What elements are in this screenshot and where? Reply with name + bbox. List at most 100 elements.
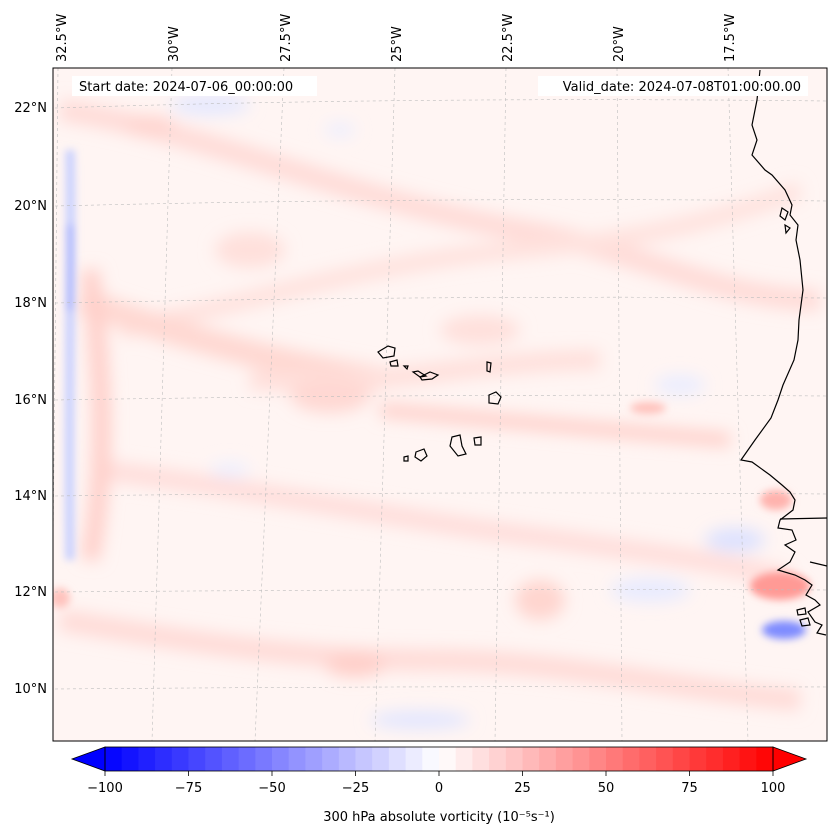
latitude-labels: 22°N 20°N 18°N 16°N 14°N 12°N 10°N: [14, 101, 47, 697]
colorbar-band: [589, 747, 607, 771]
cb-tick-label: −75: [175, 781, 202, 796]
island-santa-luzia: [402, 365, 409, 371]
colorbar-band: [722, 747, 741, 771]
colorbar-band: [388, 747, 407, 771]
lon-label-22-5w: 22.5°W: [501, 14, 516, 62]
colorbar-band: [689, 747, 707, 771]
lat-label-16n: 16°N: [14, 393, 47, 408]
colorbar-label: 300 hPa absolute vorticity (10⁻⁵s⁻¹): [323, 810, 555, 825]
lat-label-12n: 12°N: [14, 585, 47, 600]
lon-label-25w: 25°W: [390, 26, 405, 62]
valid-date-text: Valid_date: 2024-07-08T01:00:00.00: [563, 80, 801, 95]
longitude-labels: 32.5°W 30°W 27.5°W 25°W 22.5°W 20°W 17.5…: [55, 14, 738, 62]
island-sao-vicente: [389, 359, 399, 367]
colorbar: −100 −75 −50 −25 0 25 50 75 100 300 hPa …: [70, 746, 808, 825]
map-frame: [52, 67, 828, 742]
colorbar-band: [455, 747, 473, 771]
colorbar-band: [138, 747, 156, 771]
cb-tick-label: 100: [761, 781, 786, 796]
coast-island-3: [796, 607, 807, 616]
colorbar-ticks: [104, 771, 774, 776]
cb-tick-label: 0: [435, 781, 443, 796]
cb-tick-label: 25: [514, 781, 531, 796]
colorbar-band: [539, 747, 557, 771]
colorbar-band: [188, 747, 206, 771]
colorbar-band: [105, 747, 123, 771]
colorbar-band: [472, 747, 490, 771]
gridlines: [53, 68, 827, 741]
colorbar-band: [255, 747, 273, 771]
island-fogo: [414, 448, 428, 462]
colorbar-band: [171, 747, 189, 771]
start-date-box: [72, 76, 317, 96]
cb-tick-label: −50: [258, 781, 285, 796]
colorbar-band: [672, 747, 690, 771]
colorbar-band: [489, 747, 507, 771]
island-brava: [403, 455, 409, 462]
colorbar-band: [238, 747, 256, 771]
colorbar-tick-labels: −100 −75 −50 −25 0 25 50 75 100: [87, 781, 785, 796]
colorbar-band: [221, 747, 240, 771]
colorbar-band: [622, 747, 640, 771]
coastlines: [739, 69, 827, 636]
lon-label-30w: 30°W: [167, 26, 182, 62]
colorbar-band: [305, 747, 323, 771]
island-sao-nicolau: [411, 370, 428, 378]
colorbar-bands: [105, 747, 774, 771]
cb-tick-label: −25: [342, 781, 369, 796]
colorbar-extend-low: [70, 746, 106, 772]
lon-label-27-5w: 27.5°W: [279, 14, 294, 62]
island-sao-nicolau-2: [419, 371, 440, 381]
colorbar-band: [639, 747, 657, 771]
colorbar-band: [372, 747, 390, 771]
colorbar-band: [572, 747, 590, 771]
colorbar-extend-high: [772, 746, 808, 772]
colorbar-band: [522, 747, 540, 771]
colorbar-band: [656, 747, 674, 771]
lon-label-20w: 20°W: [612, 26, 627, 62]
colorbar-band: [121, 747, 139, 771]
lat-label-10n: 10°N: [14, 682, 47, 697]
colorbar-band: [405, 747, 423, 771]
colorbar-band: [739, 747, 757, 771]
cb-tick-label: 50: [598, 781, 615, 796]
map-area: Start date: 2024-07-06_00:00:00 Valid_da…: [53, 68, 827, 741]
island-sal: [486, 361, 492, 373]
lat-label-18n: 18°N: [14, 296, 47, 311]
colorbar-band: [439, 747, 457, 771]
lon-label-32-5w: 32.5°W: [55, 14, 70, 62]
coast-island-2: [784, 223, 791, 235]
coast-island-1: [779, 207, 789, 221]
lat-label-20n: 20°N: [14, 199, 47, 214]
cb-tick-label: 75: [681, 781, 698, 796]
cb-tick-label: −100: [87, 781, 123, 796]
colorbar-band: [756, 747, 774, 771]
colorbar-band: [155, 747, 173, 771]
colorbar-band: [355, 747, 373, 771]
coast-island-4: [799, 617, 811, 627]
lat-label-22n: 22°N: [14, 101, 47, 116]
colorbar-band: [706, 747, 724, 771]
start-date-text: Start date: 2024-07-06_00:00:00: [79, 80, 293, 95]
colorbar-band: [338, 747, 356, 771]
island-santiago: [449, 434, 467, 457]
colorbar-band: [322, 747, 340, 771]
colorbar-band: [555, 747, 574, 771]
valid-date-box: [538, 76, 808, 96]
colorbar-band: [205, 747, 223, 771]
colorbar-band: [606, 747, 624, 771]
colorbar-band: [272, 747, 290, 771]
vorticity-field: [58, 95, 821, 729]
island-santo-antao: [377, 345, 396, 359]
colorbar-band: [422, 747, 440, 771]
coast-bay: [809, 561, 827, 567]
lon-label-17-5w: 17.5°W: [723, 14, 738, 62]
cape-verde-islands: [377, 345, 502, 462]
colorbar-band: [288, 747, 306, 771]
coast-inlet: [779, 517, 827, 520]
colorbar-band: [505, 747, 523, 771]
island-maio: [473, 436, 482, 446]
africa-coastline: [739, 69, 827, 636]
lat-label-14n: 14°N: [14, 489, 47, 504]
